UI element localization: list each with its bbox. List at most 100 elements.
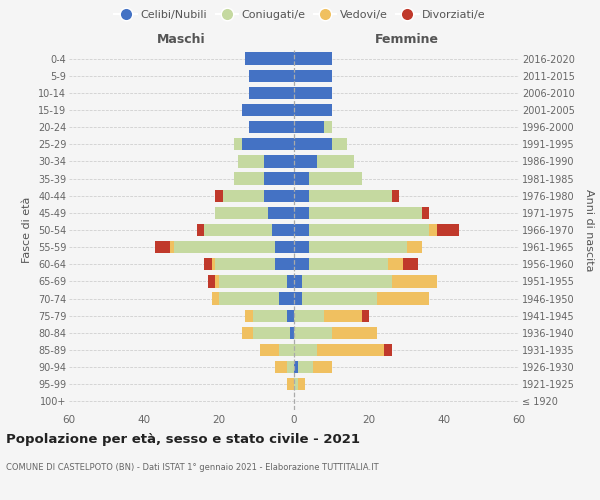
- Bar: [294, 156, 317, 168]
- Bar: [264, 172, 294, 184]
- Bar: [215, 258, 275, 270]
- Bar: [271, 224, 294, 236]
- Bar: [215, 276, 219, 287]
- Legend: Celibi/Nubili, Coniugati/e, Vedovi/e, Divorziati/e: Celibi/Nubili, Coniugati/e, Vedovi/e, Di…: [110, 6, 490, 25]
- Bar: [264, 156, 294, 168]
- Bar: [279, 344, 294, 356]
- Bar: [238, 156, 264, 168]
- Bar: [245, 310, 253, 322]
- Y-axis label: Anni di nascita: Anni di nascita: [584, 188, 594, 271]
- Bar: [309, 258, 388, 270]
- Bar: [309, 206, 421, 219]
- Text: Popolazione per età, sesso e stato civile - 2021: Popolazione per età, sesso e stato civil…: [6, 432, 360, 446]
- Bar: [331, 326, 377, 339]
- Bar: [155, 241, 170, 254]
- Bar: [215, 190, 223, 202]
- Bar: [302, 292, 377, 304]
- Bar: [294, 172, 309, 184]
- Text: Femmine: Femmine: [374, 32, 439, 46]
- Bar: [421, 206, 429, 219]
- Bar: [294, 241, 309, 254]
- Bar: [174, 241, 275, 254]
- Bar: [309, 241, 407, 254]
- Bar: [249, 86, 294, 99]
- Text: Maschi: Maschi: [157, 32, 206, 46]
- Bar: [294, 344, 317, 356]
- Bar: [294, 121, 324, 134]
- Bar: [392, 276, 437, 287]
- Bar: [309, 224, 429, 236]
- Bar: [384, 344, 392, 356]
- Bar: [287, 310, 294, 322]
- Bar: [260, 344, 279, 356]
- Bar: [294, 361, 298, 374]
- Bar: [208, 276, 215, 287]
- Bar: [294, 70, 331, 82]
- Bar: [324, 121, 331, 134]
- Bar: [197, 224, 204, 236]
- Bar: [294, 104, 331, 116]
- Bar: [241, 104, 294, 116]
- Bar: [317, 156, 354, 168]
- Bar: [294, 310, 324, 322]
- Bar: [331, 138, 347, 150]
- Bar: [294, 292, 302, 304]
- Bar: [377, 292, 429, 304]
- Bar: [275, 258, 294, 270]
- Bar: [429, 224, 437, 236]
- Bar: [234, 172, 264, 184]
- Bar: [294, 326, 331, 339]
- Bar: [241, 138, 294, 150]
- Bar: [313, 361, 331, 374]
- Bar: [275, 361, 287, 374]
- Bar: [407, 241, 421, 254]
- Bar: [275, 241, 294, 254]
- Bar: [249, 121, 294, 134]
- Bar: [294, 190, 309, 202]
- Bar: [302, 276, 392, 287]
- Bar: [170, 241, 174, 254]
- Bar: [294, 52, 331, 64]
- Bar: [294, 258, 309, 270]
- Bar: [388, 258, 403, 270]
- Bar: [249, 70, 294, 82]
- Bar: [204, 224, 271, 236]
- Bar: [241, 326, 253, 339]
- Bar: [324, 310, 361, 322]
- Bar: [212, 258, 215, 270]
- Bar: [215, 206, 268, 219]
- Bar: [212, 292, 219, 304]
- Bar: [309, 190, 392, 202]
- Bar: [253, 326, 290, 339]
- Bar: [294, 276, 302, 287]
- Bar: [287, 378, 294, 390]
- Bar: [264, 190, 294, 202]
- Bar: [287, 276, 294, 287]
- Bar: [294, 206, 309, 219]
- Y-axis label: Fasce di età: Fasce di età: [22, 197, 32, 263]
- Bar: [253, 310, 287, 322]
- Bar: [317, 344, 384, 356]
- Bar: [268, 206, 294, 219]
- Bar: [309, 172, 361, 184]
- Bar: [223, 190, 264, 202]
- Bar: [298, 361, 313, 374]
- Bar: [290, 326, 294, 339]
- Bar: [392, 190, 399, 202]
- Bar: [219, 292, 279, 304]
- Bar: [403, 258, 418, 270]
- Bar: [294, 378, 298, 390]
- Bar: [294, 86, 331, 99]
- Bar: [287, 361, 294, 374]
- Bar: [234, 138, 241, 150]
- Bar: [245, 52, 294, 64]
- Bar: [294, 224, 309, 236]
- Text: COMUNE DI CASTELPOTO (BN) - Dati ISTAT 1° gennaio 2021 - Elaborazione TUTTITALIA: COMUNE DI CASTELPOTO (BN) - Dati ISTAT 1…: [6, 462, 379, 471]
- Bar: [437, 224, 459, 236]
- Bar: [361, 310, 369, 322]
- Bar: [298, 378, 305, 390]
- Bar: [294, 138, 331, 150]
- Bar: [204, 258, 212, 270]
- Bar: [279, 292, 294, 304]
- Bar: [219, 276, 287, 287]
